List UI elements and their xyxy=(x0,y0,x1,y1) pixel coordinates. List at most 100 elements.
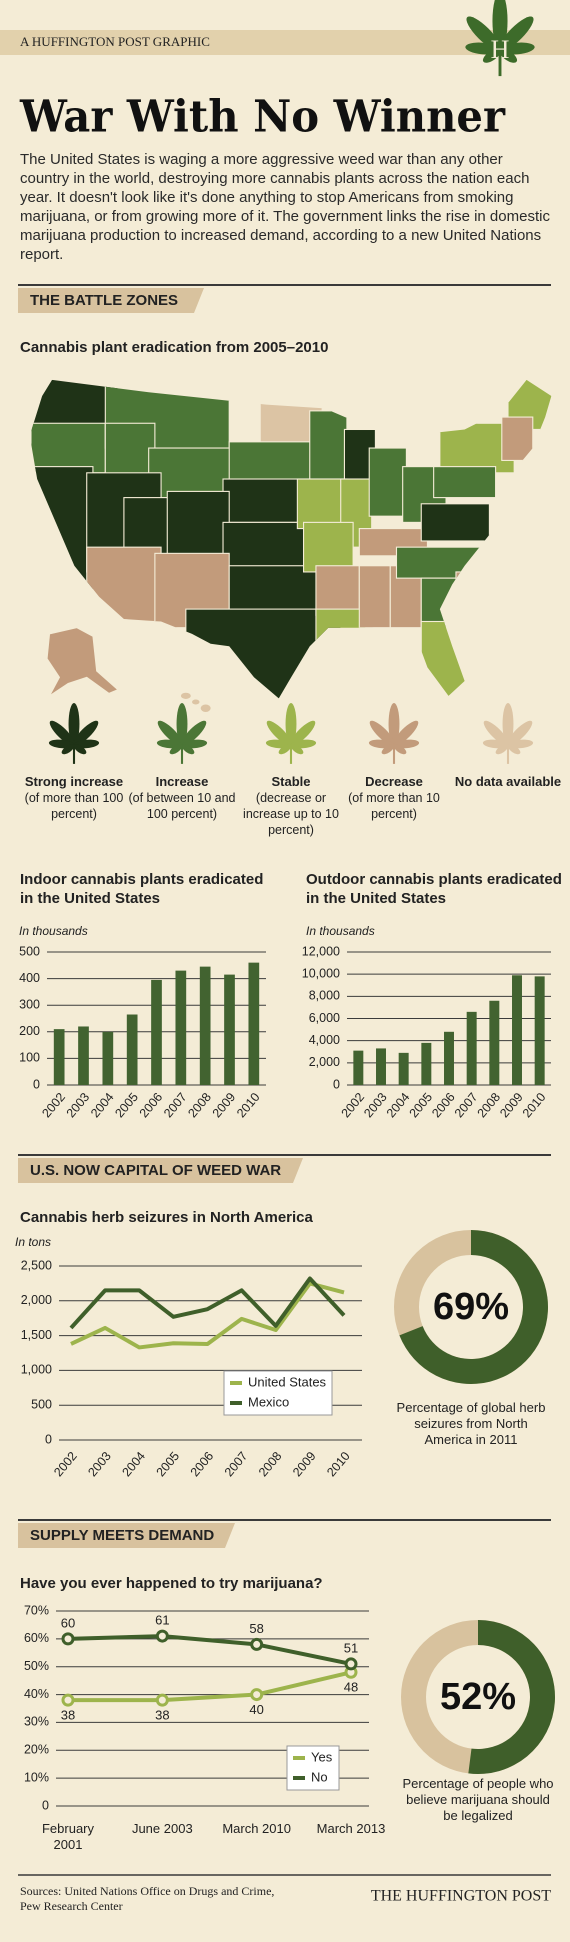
hawaii xyxy=(180,692,191,699)
state xyxy=(420,577,459,629)
y-tick-label: 1,500 xyxy=(21,1328,52,1342)
leaflet xyxy=(507,744,521,755)
leaflet xyxy=(169,744,183,755)
x-tick-label: 2004 xyxy=(119,1449,148,1479)
bar xyxy=(376,1048,386,1085)
y-tick-label: 4,000 xyxy=(309,1033,340,1047)
leaf-icon xyxy=(482,703,534,764)
leaflet xyxy=(49,720,75,746)
leaflet xyxy=(393,744,407,755)
series-line xyxy=(67,1634,352,1666)
data-label: 51 xyxy=(344,1640,358,1655)
leaflet xyxy=(285,703,297,745)
donut-segment xyxy=(468,1620,555,1774)
x-tick-label: 2003 xyxy=(64,1090,93,1120)
section-tab xyxy=(18,288,204,313)
hawaii xyxy=(200,704,211,712)
y-tick-label: 30% xyxy=(24,1715,49,1729)
y-tick-label: 6,000 xyxy=(309,1011,340,1025)
leaf-icon xyxy=(156,703,208,764)
legend-note: (of more than 10 percent) xyxy=(348,791,440,821)
x-tick-label: 2005 xyxy=(112,1090,141,1120)
chart-title: Outdoor cannabis plants eradicated in th… xyxy=(306,871,562,907)
state xyxy=(296,478,348,530)
legend-box xyxy=(286,1745,340,1791)
x-tick-label: 2007 xyxy=(161,1090,190,1120)
bar xyxy=(444,1031,454,1085)
x-tick-label: June 2003 xyxy=(131,1821,193,1836)
section-tab xyxy=(18,1523,235,1548)
y-axis-label: In thousands xyxy=(19,924,88,938)
x-tick-label: 2007 xyxy=(222,1449,251,1479)
x-tick-label: 2009 xyxy=(290,1449,319,1479)
y-tick-label: 12,000 xyxy=(302,944,340,958)
y-tick-label: 2,000 xyxy=(21,1293,52,1307)
y-tick-label: 2,500 xyxy=(21,1258,52,1272)
state xyxy=(501,416,534,461)
map-title: Cannabis plant eradication from 2005–201… xyxy=(20,339,328,356)
leaflet xyxy=(369,720,395,746)
sources: Sources: United Nations Office on Drugs … xyxy=(20,1884,275,1913)
legend-box xyxy=(223,1370,333,1416)
y-tick-label: 2,000 xyxy=(309,1055,340,1069)
section-tab xyxy=(18,1158,303,1183)
x-tick-label: 2002 xyxy=(39,1090,68,1120)
map-states xyxy=(29,379,552,699)
state xyxy=(433,466,497,499)
section-title: THE BATTLE ZONES xyxy=(30,292,178,309)
state xyxy=(368,447,407,517)
x-tick-label: 2010 xyxy=(234,1090,263,1120)
x-tick-label: February 2001 xyxy=(41,1821,95,1852)
x-tick-label: 2010 xyxy=(520,1090,549,1120)
state xyxy=(30,379,119,431)
donut-label: 52% xyxy=(440,1676,516,1718)
leaflet xyxy=(73,720,99,746)
alaska xyxy=(46,627,119,697)
leaflet xyxy=(393,720,419,746)
state xyxy=(395,546,490,579)
state xyxy=(29,466,94,604)
hawaii xyxy=(192,699,200,705)
state xyxy=(455,571,488,604)
x-tick-label: March 2013 xyxy=(316,1821,386,1836)
leaflet xyxy=(176,703,188,745)
state xyxy=(315,608,367,654)
bar xyxy=(248,962,260,1085)
y-tick-label: 300 xyxy=(19,997,40,1011)
data-label: 58 xyxy=(249,1621,263,1636)
legend-label: Decrease xyxy=(365,774,423,789)
legend-note: (decrease or increase up to 10 percent) xyxy=(243,791,339,837)
bar xyxy=(53,1029,65,1085)
legend-label: No data available xyxy=(454,774,562,789)
y-tick-label: 500 xyxy=(31,1397,52,1411)
state xyxy=(30,422,106,474)
x-tick-label: 2002 xyxy=(51,1449,80,1479)
bar xyxy=(489,1000,500,1085)
header-tag: A HUFFINGTON POST GRAPHIC xyxy=(20,34,210,49)
chart-title: Have you ever happened to try marijuana? xyxy=(20,1575,323,1592)
bar xyxy=(126,1014,138,1085)
y-tick-label: 60% xyxy=(24,1631,49,1645)
y-tick-label: 0 xyxy=(33,1077,40,1091)
section-title: U.S. NOW CAPITAL OF WEED WAR xyxy=(30,1162,281,1179)
leaf-icon xyxy=(465,0,535,77)
legend-label: United States xyxy=(248,1374,327,1389)
y-tick-label: 200 xyxy=(19,1024,40,1038)
bar xyxy=(151,979,162,1085)
y-tick-label: 20% xyxy=(24,1743,49,1757)
y-tick-label: 0 xyxy=(42,1798,49,1812)
logo xyxy=(465,0,535,77)
legend-note: (of more than 100 percent) xyxy=(24,791,124,821)
y-tick-label: 8,000 xyxy=(309,989,340,1003)
y-axis-label: In tons xyxy=(15,1235,52,1249)
x-tick-label: 2004 xyxy=(384,1090,413,1120)
leaflet xyxy=(181,744,195,755)
leaflet xyxy=(388,703,400,745)
x-tick-label: 2008 xyxy=(185,1090,214,1120)
map xyxy=(29,379,552,712)
legend-label: No xyxy=(311,1769,328,1784)
bar xyxy=(512,975,522,1085)
point-marker xyxy=(155,1629,169,1643)
